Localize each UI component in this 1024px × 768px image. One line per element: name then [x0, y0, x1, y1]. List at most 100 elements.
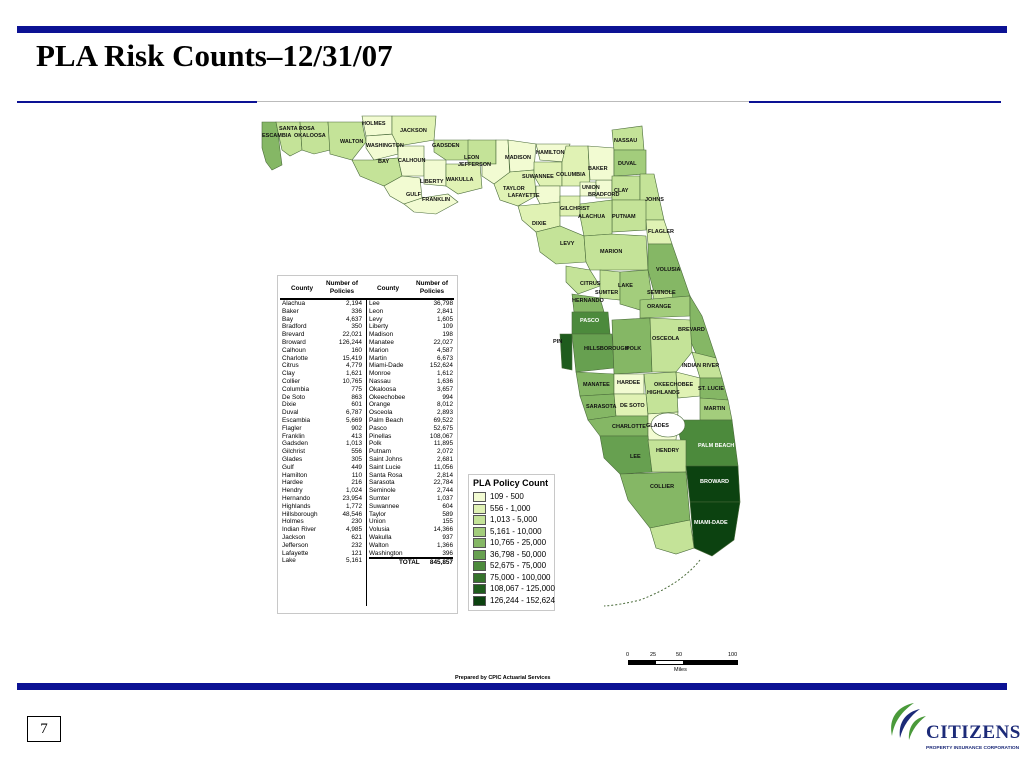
county-washington [365, 133, 399, 161]
svg-text:VOLUSIA: VOLUSIA [656, 267, 680, 273]
county-name: Broward [282, 338, 306, 346]
county-name: Holmes [282, 518, 304, 526]
svg-text:LEE: LEE [630, 454, 641, 460]
table-header-rule [280, 298, 454, 300]
table-row: Dixie 601 [282, 401, 364, 409]
county-name: Wakulla [369, 533, 392, 541]
county-name: Hardee [282, 479, 303, 487]
svg-text:ALACHUA: ALACHUA [578, 214, 605, 220]
table-row: Wakulla 937 [369, 534, 453, 542]
county-name: Taylor [369, 510, 387, 518]
policy-count: 1,612 [437, 370, 453, 378]
county-name: Volusia [369, 526, 390, 534]
county-name: Liberty [369, 323, 389, 331]
policy-count: 1,037 [437, 494, 453, 502]
policy-count: 121 [351, 549, 362, 557]
title-underline-right [749, 101, 1001, 103]
svg-text:JOHNS: JOHNS [645, 197, 664, 203]
svg-text:WAKULLA: WAKULLA [446, 177, 474, 183]
county-labels: SANTA ROSA ESCAMBIA OKALOOSA HOLMES JACK… [262, 121, 734, 526]
policy-count: 336 [351, 307, 362, 315]
policy-count: 1,772 [346, 502, 362, 510]
county-name: Marion [369, 346, 389, 354]
svg-text:LEON: LEON [464, 155, 479, 161]
table-row: Indian River 4,985 [282, 526, 364, 534]
county-wakulla [445, 163, 483, 195]
table-row: De Soto 863 [282, 394, 364, 402]
county-name: Gulf [282, 463, 294, 471]
svg-text:CHARLOTTE: CHARLOTTE [612, 424, 646, 430]
svg-text:ORANGE: ORANGE [647, 304, 671, 310]
svg-text:PIN: PIN [553, 339, 562, 345]
policy-count: 305 [351, 455, 362, 463]
policy-count: 3,657 [437, 385, 453, 393]
policy-count: 230 [351, 518, 362, 526]
county-name: Indian River [282, 526, 317, 534]
table-row: Okaloosa 3,657 [369, 386, 453, 394]
legend-item: 52,675 - 75,000 [473, 561, 546, 571]
table-row: Charlotte 15,419 [282, 355, 364, 363]
policy-count: 994 [442, 393, 453, 401]
table-row: Miami-Dade 152,624 [369, 362, 453, 370]
svg-text:FLAGLER: FLAGLER [648, 229, 674, 235]
top-rule [17, 26, 1007, 33]
map-legend: PLA Policy Count 109 - 500 556 - 1,000 1,0… [468, 474, 555, 611]
legend-swatch [473, 572, 486, 583]
table-row: Hendry 1,024 [282, 487, 364, 495]
svg-text:LAFAYETTE: LAFAYETTE [508, 193, 540, 199]
scale-tick-0: 0 [626, 652, 630, 658]
county-name: Jefferson [282, 541, 309, 549]
svg-text:BROWARD: BROWARD [700, 479, 729, 485]
legend-item: 1,013 - 5,000 [473, 515, 537, 525]
county-name: Suwannee [369, 502, 400, 510]
county-pinellas [559, 333, 573, 371]
svg-text:PASCO: PASCO [580, 318, 600, 324]
county-name: Okaloosa [369, 385, 396, 393]
table-row: Marion 4,587 [369, 347, 453, 355]
svg-text:HAMILTON: HAMILTON [536, 150, 565, 156]
table-row: Bay 4,637 [282, 316, 364, 324]
table-row: Suwannee 604 [369, 503, 453, 511]
county-name: Hillsborough [282, 510, 318, 518]
county-name: Pinellas [369, 432, 392, 440]
county-name: Lake [282, 557, 296, 565]
table-row: Hernando 23,954 [282, 495, 364, 503]
policy-count: 2,744 [437, 487, 453, 495]
table-row: Palm Beach 69,522 [369, 417, 453, 425]
county-franklin [403, 193, 459, 215]
policy-count: 902 [351, 424, 362, 432]
county-name: Baker [282, 307, 299, 315]
policy-count: 449 [351, 463, 362, 471]
svg-text:FRANKLIN: FRANKLIN [422, 197, 450, 203]
county-name: Manatee [369, 338, 394, 346]
policy-count: 2,814 [437, 471, 453, 479]
table-row: Madison 198 [369, 331, 453, 339]
county-columbia [561, 145, 591, 187]
svg-text:WASHINGTON: WASHINGTON [366, 143, 404, 149]
table-row: Franklin 413 [282, 433, 364, 441]
legend-item: 109 - 500 [473, 492, 524, 502]
total-rule [369, 557, 453, 559]
table-row: Osceola 2,893 [369, 409, 453, 417]
table-row: Highlands 1,772 [282, 503, 364, 511]
county-hendry [647, 439, 687, 473]
citizens-logo: CITIZENS PROPERTY INSURANCE CORPORATION [884, 700, 1020, 756]
legend-swatch [473, 549, 486, 560]
county-citrus [565, 265, 601, 295]
policy-count: 937 [442, 533, 453, 541]
policy-count: 23,954 [342, 494, 362, 502]
county-name: Walton [369, 541, 389, 549]
svg-text:SANTA ROSA: SANTA ROSA [279, 126, 315, 132]
svg-text:MARION: MARION [600, 249, 622, 255]
svg-text:PUTNAM: PUTNAM [612, 214, 636, 220]
svg-text:DUVAL: DUVAL [618, 161, 637, 167]
legend-label: 556 - 1,000 [490, 503, 531, 513]
county-jackson [391, 115, 437, 147]
policy-count: 48,546 [342, 510, 362, 518]
scale-tick-50: 50 [676, 652, 683, 658]
table-row: Holmes 230 [282, 518, 364, 526]
table-row: Bradford 350 [282, 323, 364, 331]
table-row: Saint Johns 2,681 [369, 456, 453, 464]
florida-keys [603, 559, 701, 607]
policy-count: 621 [351, 533, 362, 541]
